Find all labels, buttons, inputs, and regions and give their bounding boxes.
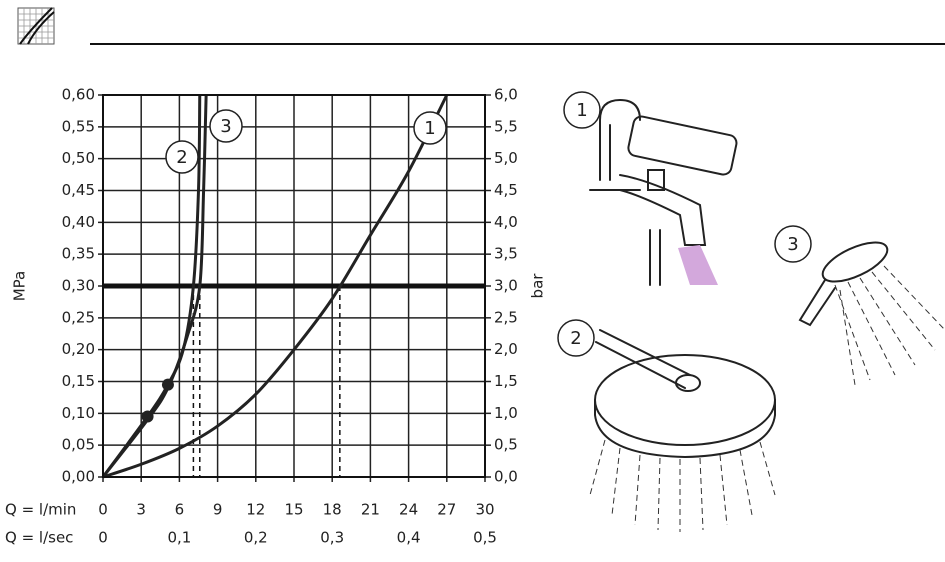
chart: 0,000,050,100,150,200,250,300,350,400,45… <box>5 86 547 547</box>
curve <box>101 94 208 478</box>
y-tick-label: 0,10 <box>62 404 95 422</box>
y2-tick-label: 4,5 <box>494 181 518 199</box>
curve-label-circle <box>165 140 199 174</box>
illustration-thermostat: 1 <box>563 91 738 286</box>
y2-tick-label: 2,5 <box>494 308 518 326</box>
y2-tick-label: 3,0 <box>494 277 518 295</box>
x-tick-label: 30 <box>475 501 494 519</box>
y-tick-label: 0,60 <box>62 86 95 104</box>
x-tick-label: 21 <box>361 501 380 519</box>
x-tick-label: 12 <box>246 501 265 519</box>
x2-axis-label: Q = l/sec <box>5 529 73 547</box>
y2-tick-label: 4,0 <box>494 213 518 231</box>
y2-tick-label: 0,0 <box>494 468 518 486</box>
illustration-label: 3 <box>787 234 798 255</box>
y-tick-label: 0,05 <box>62 436 95 454</box>
illustration-label: 1 <box>576 100 587 121</box>
x-tick-label: 18 <box>323 501 342 519</box>
x2-tick-label: 0,1 <box>167 529 191 547</box>
curve-label-circle <box>413 111 447 145</box>
curve-label-circle <box>209 109 243 143</box>
plot-frame <box>102 94 486 478</box>
curve-label: 2 <box>176 147 187 168</box>
y-tick-label: 0,50 <box>62 149 95 167</box>
y2-tick-label: 1,0 <box>494 404 518 422</box>
y2-tick-label: 1,5 <box>494 372 518 390</box>
y2-tick-label: 6,0 <box>494 86 518 104</box>
y-tick-label: 0,15 <box>62 372 95 390</box>
illustration-overhead: 2 <box>557 319 776 532</box>
x2-tick-label: 0,2 <box>244 529 268 547</box>
x-tick-label: 0 <box>98 501 108 519</box>
y-tick-label: 0,00 <box>62 468 95 486</box>
y2-tick-label: 5,0 <box>494 149 518 167</box>
x-tick-label: 3 <box>136 501 146 519</box>
x-tick-label: 24 <box>399 501 418 519</box>
y2-tick-label: 3,5 <box>494 245 518 263</box>
x-tick-label: 6 <box>175 501 185 519</box>
header-icon <box>17 7 55 45</box>
x-tick-label: 9 <box>213 501 223 519</box>
y2-axis-label: bar <box>529 273 547 299</box>
y-axis-label: MPa <box>11 271 29 302</box>
y2-tick-label: 0,5 <box>494 436 518 454</box>
y-tick-label: 0,55 <box>62 117 95 135</box>
x-axis-label: Q = l/min <box>5 501 76 519</box>
y-tick-label: 0,30 <box>62 277 95 295</box>
x2-tick-label: 0,4 <box>397 529 421 547</box>
curve-label: 3 <box>220 116 231 137</box>
y2-tick-label: 5,5 <box>494 117 518 135</box>
x2-tick-label: 0,3 <box>320 529 344 547</box>
illustration-handshower: 3 <box>774 225 945 386</box>
curve-label: 1 <box>424 118 435 139</box>
y-tick-label: 0,45 <box>62 181 95 199</box>
y2-tick-label: 2,0 <box>494 340 518 358</box>
y-tick-label: 0,20 <box>62 340 95 358</box>
curve <box>102 94 449 479</box>
y-tick-label: 0,40 <box>62 213 95 231</box>
x-tick-label: 15 <box>284 501 303 519</box>
x2-tick-label: 0,5 <box>473 529 497 547</box>
y-tick-label: 0,25 <box>62 308 95 326</box>
y-tick-label: 0,35 <box>62 245 95 263</box>
x2-tick-label: 0 <box>98 529 108 547</box>
x-tick-label: 27 <box>437 501 456 519</box>
illustration-label: 2 <box>570 328 581 349</box>
